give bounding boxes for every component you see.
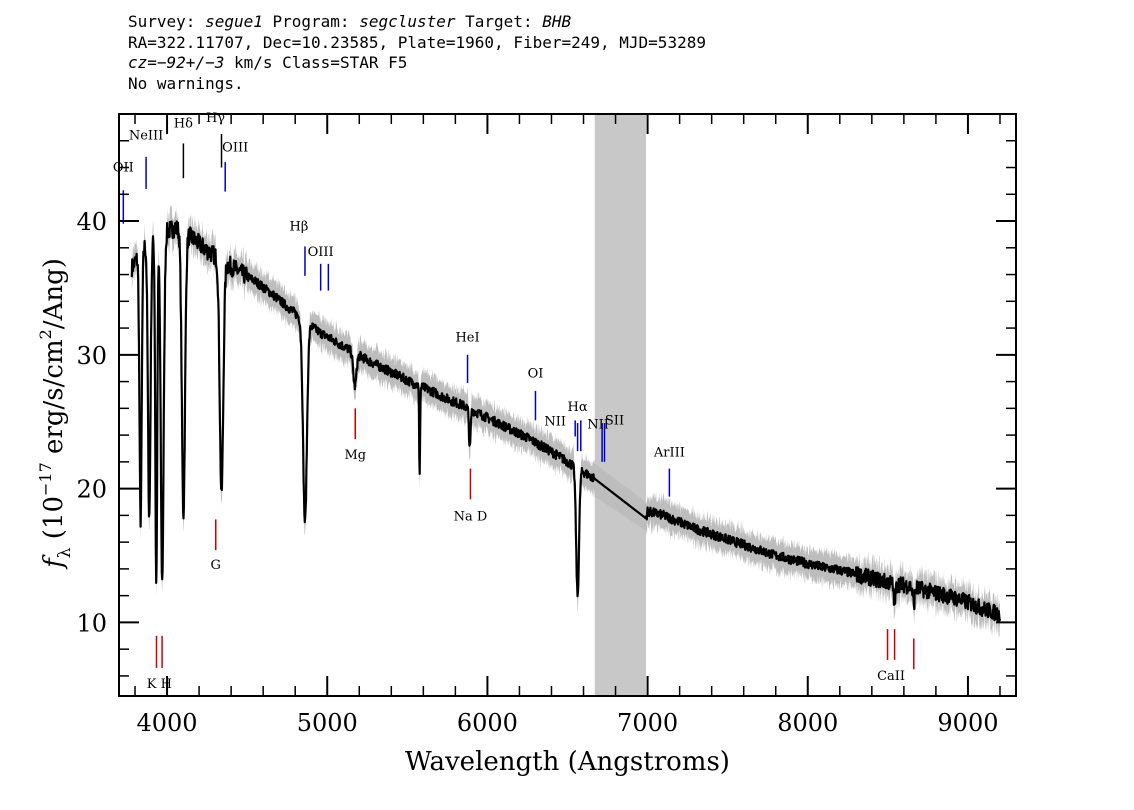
- y-tick-label: 30: [76, 342, 107, 370]
- y-tick-label: 40: [76, 208, 107, 236]
- masked-region: [594, 114, 646, 696]
- x-axis-title: Wavelength (Angstroms): [405, 747, 730, 777]
- header-line-redshift: cz=−92+/−3 km/s Class=STAR F5: [128, 53, 706, 74]
- plot-frame: [118, 113, 1017, 697]
- flux-line: [130, 220, 1002, 623]
- cz-value: −92+/−3: [156, 53, 225, 72]
- program-label: Program:: [262, 12, 360, 31]
- y-tick-label: 20: [76, 476, 107, 504]
- line-marker-label: OI: [528, 367, 544, 382]
- cz-class: km/s Class=STAR F5: [224, 53, 408, 72]
- line-marker-label: OIII: [222, 140, 248, 155]
- y-axis-title-area-exponent: 2: [36, 329, 55, 339]
- line-marker-label: Na D: [454, 510, 488, 525]
- line-marker-label: ArIII: [653, 446, 685, 461]
- x-tick-label: 6000: [457, 709, 518, 737]
- header-line-survey: Survey: segue1 Program: segcluster Targe…: [128, 12, 706, 33]
- x-tick-label: 5000: [297, 709, 358, 737]
- survey-label: Survey:: [128, 12, 206, 31]
- target-label: Target:: [455, 12, 543, 31]
- axis-tick-layer: 4000 5000 6000 7000 8000 9000 10 20 30 40: [76, 114, 1016, 737]
- spectrum-layer: [130, 220, 1002, 623]
- program-value: segcluster: [359, 12, 456, 31]
- line-marker-label: Hα: [568, 400, 588, 415]
- line-marker-label: Hδ: [174, 116, 193, 131]
- line-marker-label: NeIII: [129, 128, 163, 143]
- cz-equals: =: [147, 53, 157, 72]
- y-axis-title-prefix: (10: [39, 496, 69, 548]
- line-marker-label: NII: [544, 415, 566, 430]
- masked-region-layer: [594, 114, 646, 696]
- line-marker-label: G: [211, 558, 221, 573]
- target-value: BHB: [542, 12, 572, 31]
- x-tick-label: 7000: [617, 709, 678, 737]
- y-axis-title-suffix: /Ang): [39, 258, 69, 329]
- x-tick-label: 8000: [777, 709, 838, 737]
- line-marker-label: HeI: [455, 330, 479, 345]
- y-axis-title: fλ (10−17 erg/s/cm2/Ang): [36, 258, 75, 570]
- spectrum-header: Survey: segue1 Program: segcluster Targe…: [128, 12, 706, 94]
- y-axis-title-lambda: λ: [55, 547, 75, 558]
- line-marker-label: Hβ: [290, 219, 309, 234]
- line-marker-label: K H: [147, 677, 172, 692]
- y-axis-title-exponent: −17: [36, 462, 55, 496]
- survey-value: segue1: [205, 12, 263, 31]
- header-line-coordinates: RA=322.11707, Dec=10.23585, Plate=1960, …: [128, 32, 706, 52]
- line-marker-label: OIII: [308, 245, 334, 260]
- header-line-warnings: No warnings.: [128, 73, 244, 93]
- y-axis-title-units: erg/s/cm: [39, 339, 69, 462]
- cz-label: cz: [128, 53, 148, 72]
- y-tick-label: 10: [76, 609, 107, 637]
- x-tick-label: 4000: [137, 709, 198, 737]
- line-marker-label: NII: [587, 417, 609, 432]
- line-marker-label: Mg: [344, 448, 366, 463]
- line-marker-label: SII: [605, 413, 624, 428]
- line-marker-label: CaII: [877, 669, 905, 684]
- x-tick-label: 9000: [937, 709, 998, 737]
